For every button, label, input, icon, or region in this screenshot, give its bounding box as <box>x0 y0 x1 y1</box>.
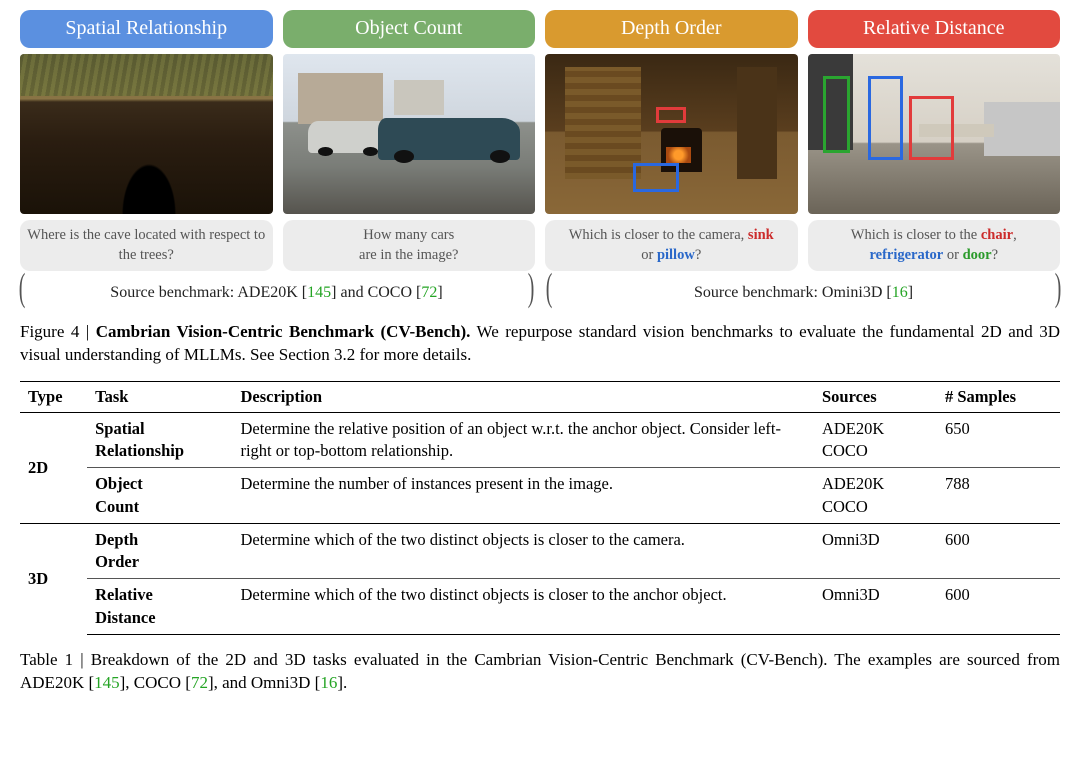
cell-sources: ADE20KCOCO <box>814 468 937 524</box>
src-right-text: Source benchmark: Omini3D [ <box>694 284 892 301</box>
figure-caption: Figure 4 | Cambrian Vision-Centric Bench… <box>20 321 1060 367</box>
cell-task: ObjectCount <box>87 468 232 524</box>
source-right: Source benchmark: Omini3D [16] <box>547 279 1060 307</box>
bbox <box>633 163 678 192</box>
figure-title: Cambrian Vision-Centric Benchmark (CV-Be… <box>96 322 471 341</box>
cite-72: 72 <box>421 284 437 301</box>
category-question: Where is the cave located with respect t… <box>20 220 273 271</box>
cell-type: 3D <box>20 523 87 634</box>
benchmark-table: TypeTaskDescriptionSources# Samples 2DSp… <box>20 381 1060 635</box>
figure-label: Figure 4 | <box>20 322 96 341</box>
cell-sources: Omni3D <box>814 523 937 579</box>
category-question: Which is closer to the chair,refrigerato… <box>808 220 1061 271</box>
cell-task: RelativeDistance <box>87 579 232 635</box>
bbox <box>656 107 686 123</box>
cell-sources: Omni3D <box>814 579 937 635</box>
table-row: RelativeDistanceDetermine which of the t… <box>20 579 1060 635</box>
category: Object Count How many carsare in the imag… <box>283 10 536 271</box>
source-left: Source benchmark: ADE20K [145] and COCO … <box>20 279 533 307</box>
category-image <box>283 54 536 214</box>
table-mid2: ], and Omni3D [ <box>208 673 320 692</box>
table-label: Table 1 | <box>20 650 91 669</box>
category-image <box>20 54 273 214</box>
category-row: Spatial Relationship Where is the cave lo… <box>20 10 1060 271</box>
bbox <box>909 96 954 160</box>
category-image <box>545 54 798 214</box>
src-right-suffix: ] <box>908 284 913 301</box>
category-header: Relative Distance <box>808 10 1061 48</box>
cell-description: Determine the relative position of an ob… <box>232 412 814 468</box>
table-header: Task <box>87 381 232 412</box>
category: Depth Order Which is closer to the camera… <box>545 10 798 271</box>
table-header: Sources <box>814 381 937 412</box>
category: Spatial Relationship Where is the cave lo… <box>20 10 273 271</box>
source-row: Source benchmark: ADE20K [145] and COCO … <box>20 279 1060 307</box>
cell-description: Determine the number of instances presen… <box>232 468 814 524</box>
cell-description: Determine which of the two distinct obje… <box>232 523 814 579</box>
cell-task: DepthOrder <box>87 523 232 579</box>
cell-samples: 650 <box>937 412 1060 468</box>
category: Relative Distance Which is closer to the … <box>808 10 1061 271</box>
cell-type: 2D <box>20 412 87 523</box>
table-row: 3DDepthOrderDetermine which of the two d… <box>20 523 1060 579</box>
category-header: Object Count <box>283 10 536 48</box>
cell-sources: ADE20KCOCO <box>814 412 937 468</box>
cell-task: SpatialRelationship <box>87 412 232 468</box>
cell-samples: 788 <box>937 468 1060 524</box>
table-header: Description <box>232 381 814 412</box>
category-header: Spatial Relationship <box>20 10 273 48</box>
table-row: 2DSpatialRelationshipDetermine the relat… <box>20 412 1060 468</box>
cite-16b: 16 <box>320 673 337 692</box>
table-header: Type <box>20 381 87 412</box>
bbox <box>868 76 903 159</box>
table-header: # Samples <box>937 381 1060 412</box>
category-header: Depth Order <box>545 10 798 48</box>
cell-samples: 600 <box>937 523 1060 579</box>
cell-samples: 600 <box>937 579 1060 635</box>
table-suffix: ]. <box>337 673 347 692</box>
src-left-mid: ] and COCO [ <box>331 284 421 301</box>
cell-description: Determine which of the two distinct obje… <box>232 579 814 635</box>
src-left-text: Source benchmark: ADE20K [ <box>110 284 307 301</box>
category-question: How many carsare in the image? <box>283 220 536 271</box>
bbox <box>823 76 851 153</box>
category-image <box>808 54 1061 214</box>
cite-16: 16 <box>892 284 908 301</box>
table-mid1: ], COCO [ <box>120 673 191 692</box>
category-question: Which is closer to the camera, sinkor pi… <box>545 220 798 271</box>
cite-145b: 145 <box>94 673 120 692</box>
table-caption: Table 1 | Breakdown of the 2D and 3D tas… <box>20 649 1060 695</box>
cite-72b: 72 <box>191 673 208 692</box>
table-row: ObjectCountDetermine the number of insta… <box>20 468 1060 524</box>
src-left-suffix: ] <box>437 284 442 301</box>
cite-145: 145 <box>307 284 331 301</box>
